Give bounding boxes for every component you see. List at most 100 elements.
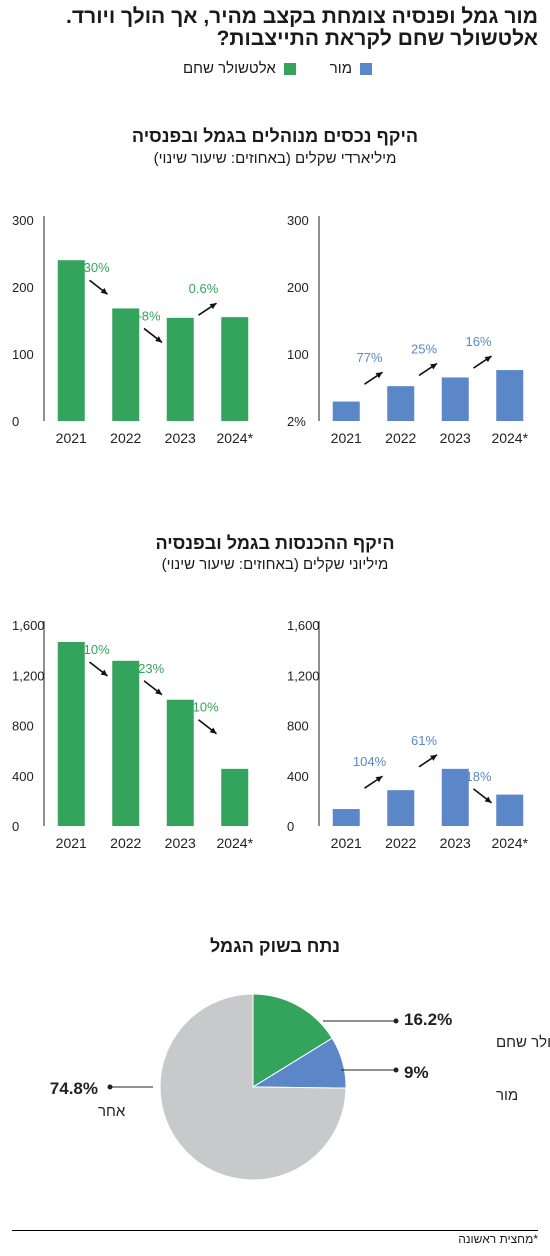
assets-altshuler-change-arrowhead (209, 303, 217, 310)
assets-mor-bar (387, 386, 415, 421)
headline-line-2: אלטשולר שחם לקראת התייצבות? (216, 27, 538, 50)
assets-mor-ytick-label: 100 (287, 347, 309, 362)
assets-mor-change-arrowhead (484, 356, 492, 363)
assets-mor-bar (332, 401, 360, 421)
assets-altshuler-change-label: -8% (137, 308, 161, 323)
legend-item-mor: מור (330, 60, 372, 77)
revenue-mor-change-arrowhead (484, 796, 492, 803)
revenue-mor-change-label: 61% (411, 733, 437, 748)
assets-mor-ytick-label: 300 (287, 213, 309, 228)
pie-slice-name-label: מור (496, 1087, 518, 1104)
assets-altshuler-bar (166, 317, 194, 421)
section2-title: היקף ההכנסות בגמל ובפנסיה (155, 533, 395, 553)
revenue-mor-x-tick-label: 2024* (491, 835, 528, 851)
revenue-mor-bar (496, 794, 524, 826)
revenue-altshuler-ytick-label: 1,600 (12, 618, 45, 633)
revenue-altshuler-chart: 0 400 800 1,200 1,600 2021 2022 2023 2024* -10% -2… (12, 618, 254, 851)
revenue-mor-ytick-label: 800 (287, 719, 309, 734)
revenue-mor-change-arrowhead (375, 776, 383, 783)
revenue-mor-ytick-label: 0 (287, 819, 294, 834)
section3-title: נתח בשוק הגמל (209, 936, 341, 956)
assets-mor-x-tick-label: 2024* (491, 430, 528, 446)
pie-leader-dot (393, 1018, 399, 1024)
assets-altshuler-chart: 0 100 200 300 2021 2022 2023 2024* -30% -8% 0.6% (12, 213, 254, 446)
section1-subtitle: מיליארדי שקלים (באחוזים: שיעור שינוי) (153, 150, 397, 167)
assets-mor-x-tick-label: 2023 (440, 430, 471, 446)
assets-altshuler-bar (221, 317, 249, 421)
revenue-mor-chart: 0 400 800 1,200 1,600 2021 2022 2023 2024* 104% 61… (287, 618, 529, 851)
revenue-altshuler-change-arrowhead (209, 727, 217, 734)
revenue-altshuler-x-tick-label: 2022 (110, 835, 141, 851)
pie-slice (159, 993, 347, 1181)
revenue-mor-ytick-label: 400 (287, 769, 309, 784)
assets-mor-x-tick-label: 2021 (331, 430, 362, 446)
pie-slice-value-label: 9% (404, 1063, 429, 1082)
revenue-altshuler-bar (166, 699, 194, 826)
assets-mor-change-label: 25% (411, 341, 437, 356)
section2-subtitle: מיליוני שקלים (באחוזים: שיעור שינוי) (161, 556, 389, 573)
assets-altshuler-ytick-label: 200 (12, 280, 34, 295)
revenue-altshuler-change-label: -10% (79, 642, 110, 657)
revenue-mor-bar (332, 809, 360, 826)
revenue-mor-change-label: 104% (353, 754, 387, 769)
assets-altshuler-ytick-label: 300 (12, 213, 34, 228)
revenue-altshuler-x-tick-label: 2023 (165, 835, 196, 851)
revenue-mor-x-tick-label: 2022 (385, 835, 416, 851)
market-share-pie-chart: 16.2% אלטשולר שחם 9% מור 74.8%אחר (50, 993, 550, 1181)
legend-swatch-altshuler (283, 62, 296, 75)
pie-leader-dot (393, 1067, 399, 1073)
assets-mor-x-tick-label: 2022 (385, 430, 416, 446)
assets-altshuler-change-arrowhead (100, 287, 108, 295)
revenue-mor-ytick-label: 1,600 (287, 618, 320, 633)
revenue-mor-bar (441, 768, 469, 826)
headline: מור גמל ופנסיה צומחת בקצב מהיר, אך הולך … (8, 6, 538, 50)
assets-mor-change-label: 16% (465, 334, 491, 349)
pie-slice-value-label: 16.2% (404, 1010, 452, 1029)
revenue-altshuler-ytick-label: 800 (12, 719, 34, 734)
revenue-altshuler-bar (112, 660, 140, 826)
footnote: *מחצית ראשונה (458, 1232, 538, 1246)
assets-mor-change-arrowhead (375, 372, 383, 379)
revenue-mor-x-tick-label: 2023 (440, 835, 471, 851)
assets-mor-chart: 2% 100 200 300 2021 2022 2023 2024* 77% 25% 16% (287, 213, 529, 446)
revenue-altshuler-change-arrowhead (155, 688, 162, 695)
legend-label-altshuler: אלטשולר שחם (182, 60, 276, 77)
revenue-altshuler-bar (221, 768, 249, 826)
revenue-altshuler-x-tick-label: 2024* (216, 835, 253, 851)
assets-mor-ytick-label: 2% (287, 414, 306, 429)
revenue-mor-ytick-label: 1,200 (287, 668, 320, 683)
pie-slice-name-label: אלטשולר שחם (496, 1034, 550, 1051)
legend-item-altshuler: אלטשולר שחם (183, 60, 296, 77)
assets-altshuler-x-tick-label: 2023 (165, 430, 196, 446)
assets-altshuler-change-label: 0.6% (189, 281, 219, 296)
assets-altshuler-ytick-label: 0 (12, 414, 19, 429)
revenue-altshuler-change-arrowhead (100, 669, 108, 676)
assets-mor-bar (496, 370, 524, 421)
revenue-altshuler-ytick-label: 400 (12, 769, 34, 784)
legend: מור אלטשולר שחם (183, 60, 372, 77)
assets-mor-bar (441, 377, 469, 421)
revenue-altshuler-change-label: -23% (134, 661, 165, 676)
headline-line-1: מור גמל ופנסיה צומחת בקצב מהיר, אך הולך … (66, 5, 538, 28)
assets-altshuler-change-label: -30% (79, 260, 110, 275)
revenue-mor-bar (387, 790, 415, 826)
pie-slice (252, 993, 333, 1088)
revenue-altshuler-bar (57, 641, 85, 826)
pie-slice-name-label: אחר (98, 1103, 126, 1120)
pie-leader-dot (107, 1084, 113, 1090)
assets-altshuler-x-tick-label: 2021 (56, 430, 87, 446)
revenue-altshuler-change-label: -10% (188, 700, 219, 715)
assets-altshuler-bar (57, 260, 85, 421)
revenue-altshuler-x-tick-label: 2021 (56, 835, 87, 851)
assets-mor-change-label: 77% (356, 350, 382, 365)
footer-divider (12, 1230, 538, 1231)
revenue-mor-x-tick-label: 2021 (331, 835, 362, 851)
assets-mor-ytick-label: 200 (287, 280, 309, 295)
legend-label-mor: מור (329, 60, 352, 77)
assets-altshuler-x-tick-label: 2024* (216, 430, 253, 446)
revenue-altshuler-ytick-label: 1,200 (12, 668, 45, 683)
legend-swatch-mor (360, 62, 372, 75)
revenue-mor-change-label: 18% (465, 769, 491, 784)
assets-altshuler-x-tick-label: 2022 (110, 430, 141, 446)
pie-slice-value-label: 74.8% (50, 1079, 98, 1098)
